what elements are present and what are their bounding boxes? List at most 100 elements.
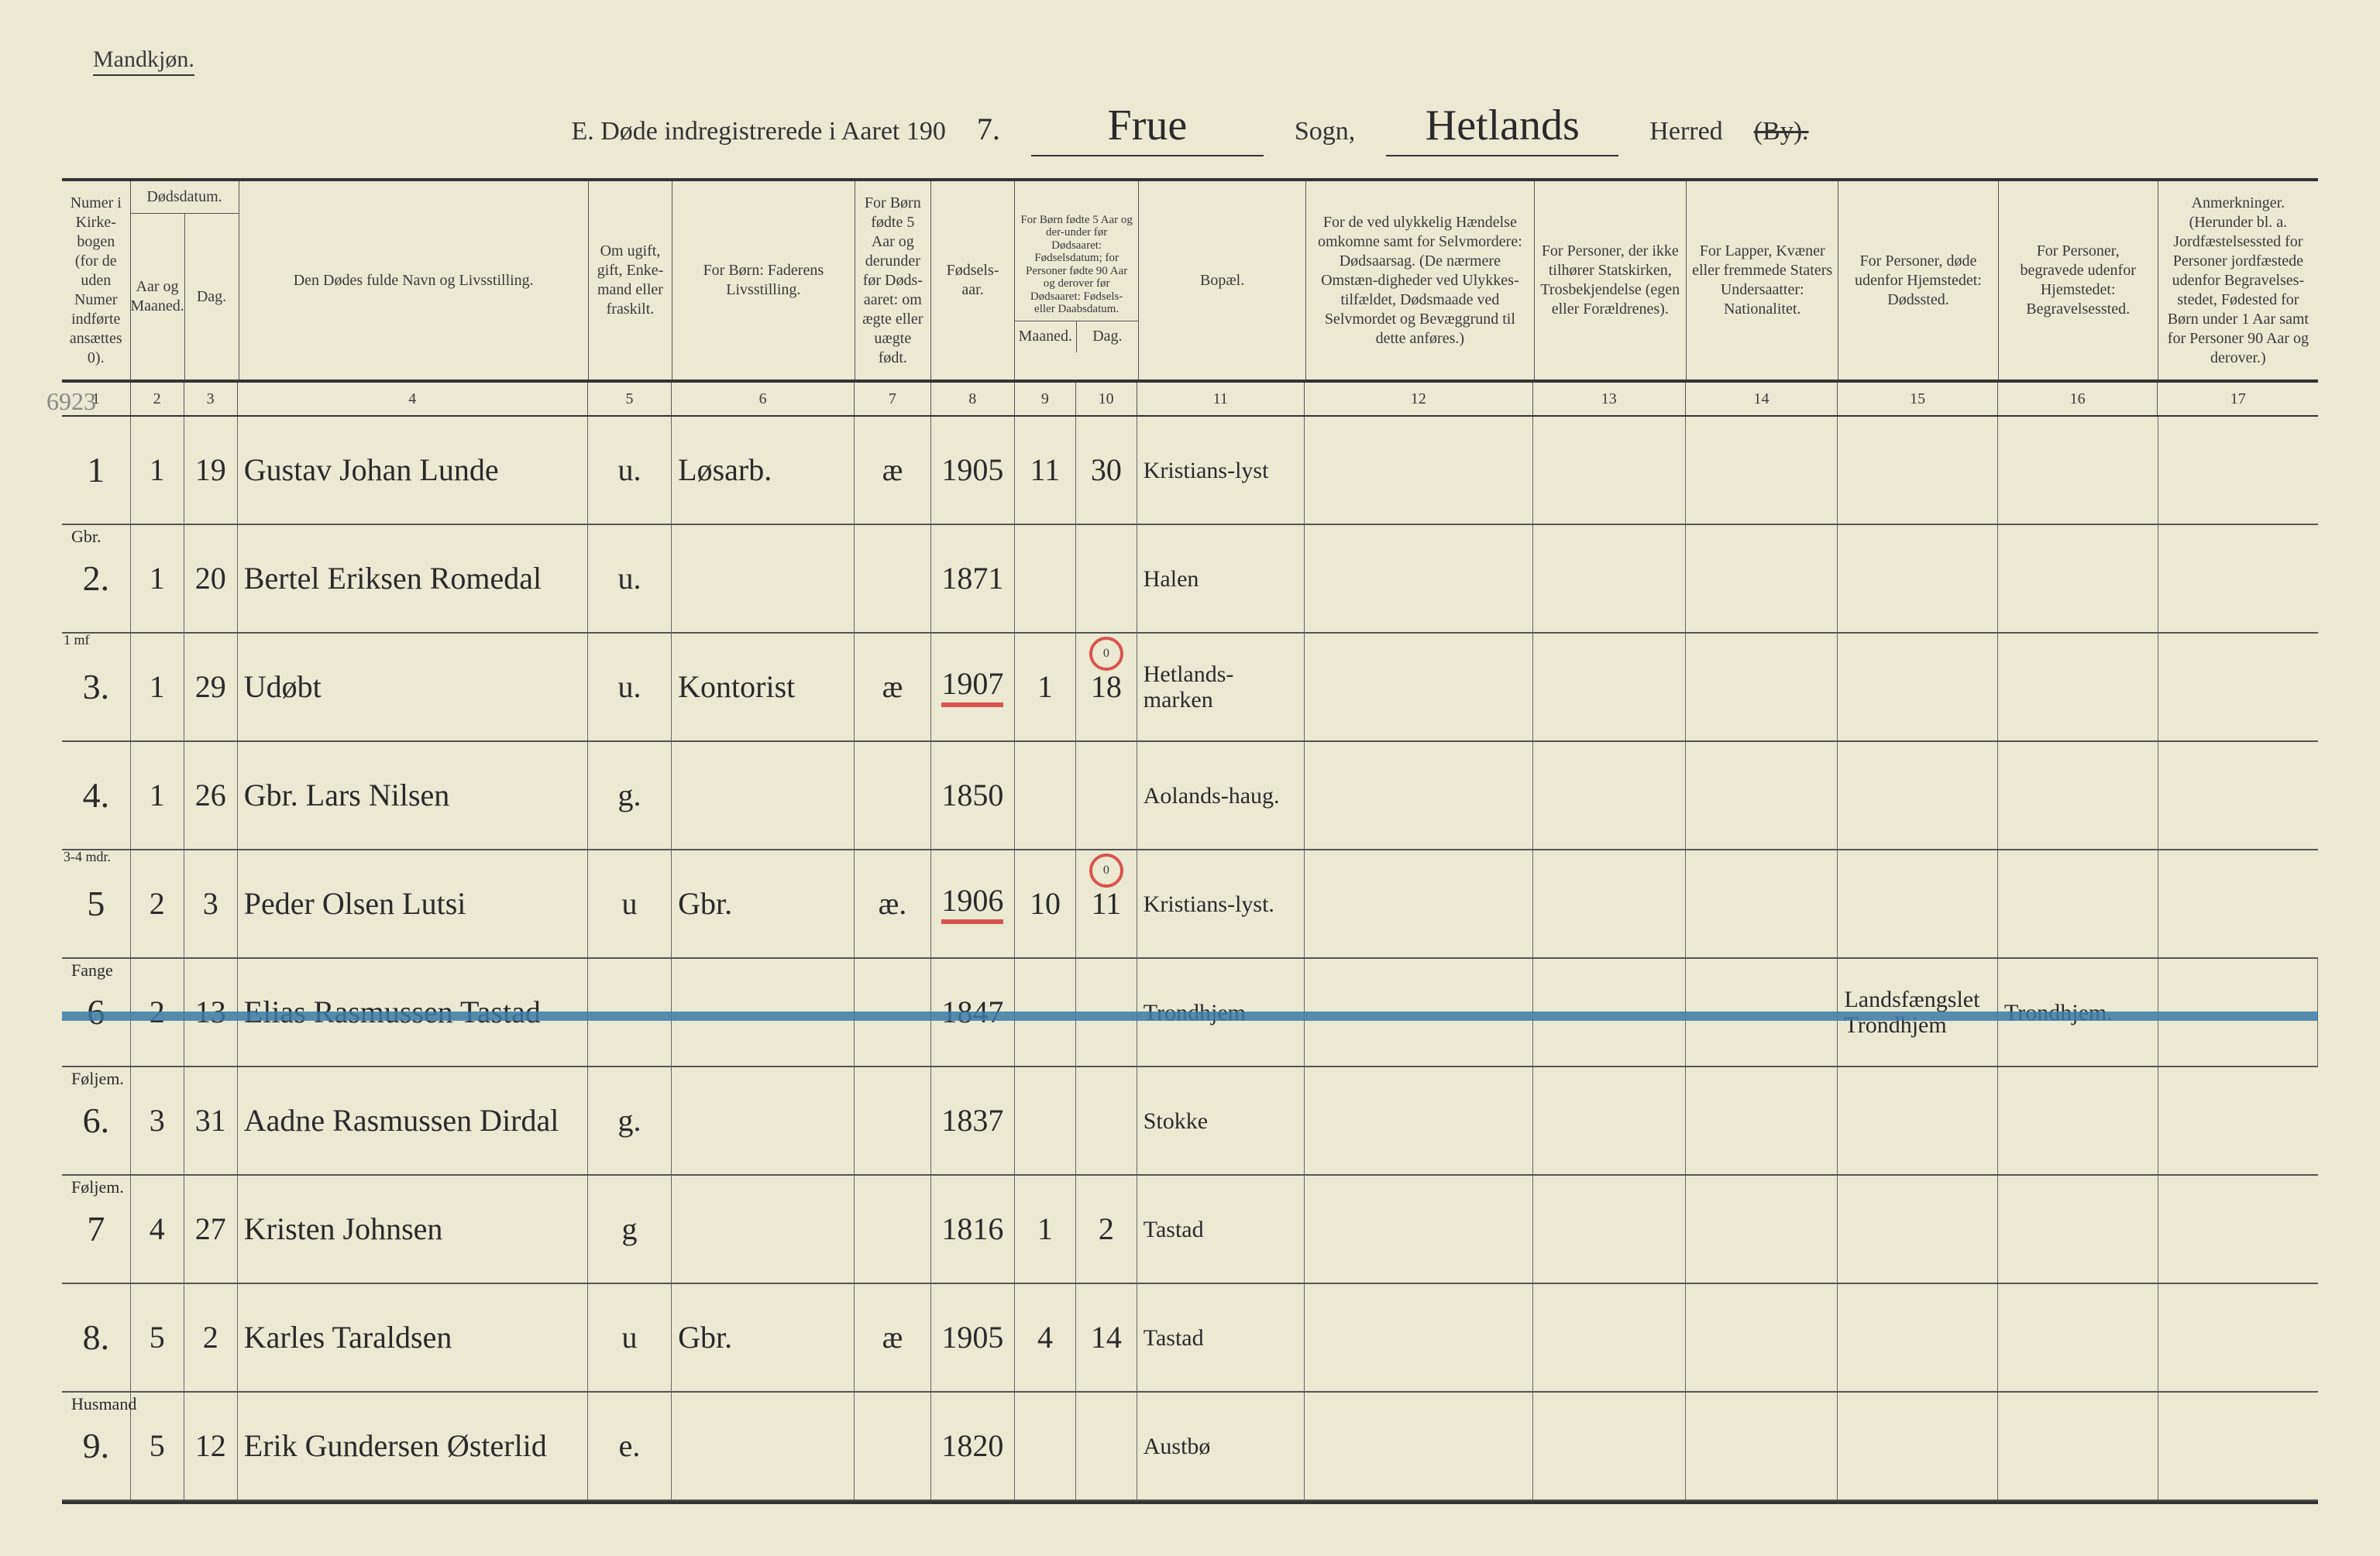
cell-value: 5 <box>87 884 105 924</box>
cell-name: Karles Taraldsen <box>238 1284 588 1391</box>
gender-label: Mandkjøn. <box>93 46 194 76</box>
cell-value: 1 <box>150 453 165 487</box>
cell-value: 26 <box>195 778 226 812</box>
cn-11: 11 <box>1137 383 1305 415</box>
cell-value: 9. <box>83 1427 110 1466</box>
cell-tros <box>1533 525 1686 632</box>
cell-anm <box>2158 742 2319 849</box>
cell-value: 4 <box>1037 1321 1053 1355</box>
cell-legit: æ <box>855 417 931 524</box>
cn-8: 8 <box>931 383 1015 415</box>
cell-fmnd: 1 mf1 <box>1015 634 1076 740</box>
cell-legit <box>855 1176 931 1283</box>
cell-civil: u. <box>588 417 672 524</box>
cell-civil: g <box>588 1176 672 1283</box>
cell-dag: 27 <box>184 1176 238 1283</box>
cell-name: HusmandErik Gundersen Østerlid <box>238 1393 588 1499</box>
cell-value: 1 <box>1037 1212 1053 1246</box>
cell-maaned: 5 <box>131 1393 184 1499</box>
cn-4: 4 <box>238 383 588 415</box>
cell-dodsted <box>1838 850 1998 957</box>
cell-bopal: Austbø <box>1137 1393 1305 1499</box>
cell-legit <box>855 1393 931 1499</box>
cell-value: 2 <box>1099 1212 1114 1246</box>
cell-value: 1 <box>150 778 165 812</box>
cell-value: u <box>621 887 637 921</box>
cn-1: 1 <box>62 383 131 415</box>
cell-value: 11 <box>1030 453 1061 487</box>
cell-faar: 1850 <box>931 742 1015 849</box>
cell-dodsted <box>1838 1176 1998 1283</box>
cell-value: æ <box>882 670 903 704</box>
cell-begrav <box>1998 525 2158 632</box>
table-colnum-row: 1 2 3 4 5 6 7 8 9 10 11 12 13 14 15 16 1… <box>62 383 2318 417</box>
th-fodsdatum: For Børn fødte 5 Aar og der-under før Dø… <box>1015 209 1138 321</box>
cell-value: 1820 <box>941 1429 1003 1463</box>
cell-fmnd: 1 <box>1015 1176 1076 1283</box>
cell-name: Gbr. Lars Nilsen <box>238 742 588 849</box>
cell-num: 5 <box>62 850 131 957</box>
cell-bopal: Stokke <box>1137 1067 1305 1174</box>
table-row: 4.126Gbr. Lars Nilseng.1850Aolands-haug. <box>62 742 2318 850</box>
cell-faar: 1820 <box>931 1393 1015 1499</box>
red-circle-annotation: 0 <box>1089 854 1123 888</box>
cell-nat <box>1686 417 1838 524</box>
cell-anm <box>2158 417 2319 524</box>
cell-faar: 1907 <box>931 634 1015 740</box>
sogn-label: Sogn, <box>1295 117 1355 146</box>
cell-value: æ <box>882 453 903 487</box>
cell-name: Udøbt <box>238 634 588 740</box>
cell-fader <box>672 1176 855 1283</box>
cell-value: 1871 <box>941 562 1003 596</box>
cell-value: g. <box>617 1104 641 1138</box>
cell-value: 1906 <box>941 884 1003 924</box>
cell-value: Kristen Johnsen <box>244 1212 443 1246</box>
cell-fdag: 011 <box>1076 850 1137 957</box>
table-row: 6.331Føljem.Aadne Rasmussen Dirdalg.1837… <box>62 1067 2318 1176</box>
th-aar-maaned: Aar og Maaned. <box>131 214 185 380</box>
cell-fdag: 2 <box>1076 1176 1137 1283</box>
th-legit: For Børn fødte 5 Aar og derunder før Død… <box>855 181 931 380</box>
cell-begrav <box>1998 1067 2158 1174</box>
cell-value: Aadne Rasmussen Dirdal <box>244 1104 559 1138</box>
cell-maaned: 1 <box>131 634 184 740</box>
table-row: 523Peder Olsen LutsiuGbr.æ.19063-4 mdr.1… <box>62 850 2318 959</box>
cell-nat <box>1686 1176 1838 1283</box>
cell-fmnd: 4 <box>1015 1284 1076 1391</box>
cell-civil: u <box>588 850 672 957</box>
blue-strikethrough <box>62 1012 2318 1021</box>
th-bopal: Bopæl. <box>1139 181 1306 380</box>
cell-value: 1837 <box>941 1104 1003 1138</box>
cell-bopal: Halen <box>1137 525 1305 632</box>
cell-value: Kristians-lyst <box>1144 458 1269 483</box>
th-faar: Fødsels-aar. <box>931 181 1015 380</box>
cn-3: 3 <box>184 383 238 415</box>
cell-anm <box>2158 850 2319 957</box>
cell-faar: 1905 <box>931 417 1015 524</box>
cell-value: 19 <box>195 453 226 487</box>
cell-tros <box>1533 850 1686 957</box>
cell-fmnd <box>1015 742 1076 849</box>
cell-aarsag <box>1305 1067 1533 1174</box>
cell-fader: Gbr. <box>672 1284 855 1391</box>
cell-tros <box>1533 634 1686 740</box>
cell-value: 3 <box>203 887 218 921</box>
cn-12: 12 <box>1305 383 1533 415</box>
cell-aarsag <box>1305 417 1533 524</box>
cell-bopal: Aolands-haug. <box>1137 742 1305 849</box>
cell-value: 18 <box>1091 670 1122 704</box>
cell-value: 7 <box>87 1210 105 1249</box>
cell-tros <box>1533 1393 1686 1499</box>
name-annotation: Husmand <box>71 1394 136 1414</box>
cell-bopal: Tastad <box>1137 1284 1305 1391</box>
title-prefix: E. Døde indregistrerede i Aaret 190 <box>571 117 945 146</box>
cn-5: 5 <box>588 383 672 415</box>
herred-label: Herred <box>1649 117 1722 146</box>
cell-dodsted <box>1838 1284 1998 1391</box>
cell-legit <box>855 1067 931 1174</box>
cell-value: 1905 <box>941 1321 1003 1355</box>
cell-num: 3. <box>62 634 131 740</box>
name-annotation: Føljem. <box>71 1069 124 1089</box>
month-annotation: 1 mf <box>64 632 90 648</box>
cell-dodsted <box>1838 634 1998 740</box>
